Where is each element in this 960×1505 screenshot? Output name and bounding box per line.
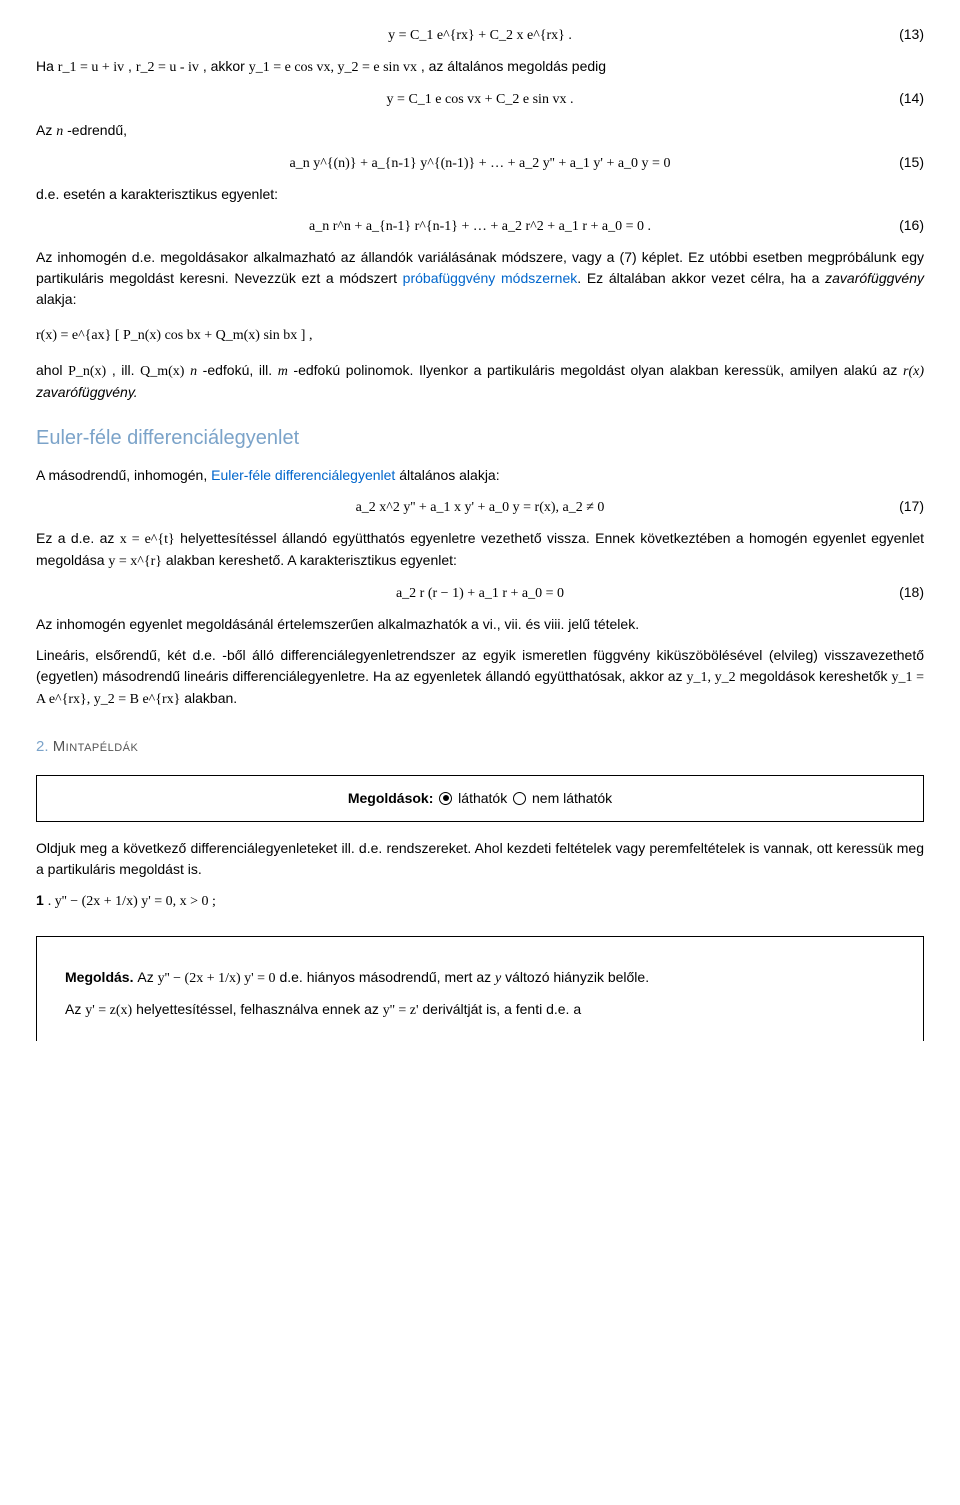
para-n: Az n -edrendű, — [36, 120, 924, 142]
para-inhomogen: Az inhomogén d.e. megoldásakor alkalmazh… — [36, 247, 924, 310]
para-ahol: ahol P_n(x) , ill. Q_m(x) n -edfokú, ill… — [36, 360, 924, 403]
math: r_2 = u - iv — [136, 60, 199, 75]
para-oldjuk: Oldjuk meg a következő differenciálegyen… — [36, 838, 924, 880]
text: ahol — [36, 362, 68, 378]
eq-18-number: (18) — [899, 582, 924, 603]
equation-rx: r(x) = e^{ax} [ P_n(x) cos bx + Q_m(x) s… — [36, 324, 924, 346]
radio-hidden-label: nem láthatók — [532, 790, 612, 806]
link-euler[interactable]: Euler-féle differenciálegyenlet — [211, 467, 395, 483]
text: -edfokú, ill. — [203, 362, 278, 378]
exercise-number: 1 — [36, 892, 44, 908]
equation-15: a_n y^{(n)} + a_{n-1} y^{(n-1)} + … + a_… — [36, 152, 924, 174]
eq-14-number: (14) — [899, 88, 924, 109]
math: P_n(x) — [68, 364, 106, 379]
para-ha: Ha r_1 = u + iv , r_2 = u - iv , akkor y… — [36, 56, 924, 78]
text: alakja: — [36, 291, 76, 307]
section-title: Mintapéldák — [53, 738, 139, 755]
equation-18: a_2 r (r − 1) + a_1 r + a_0 = 0 (18) — [36, 582, 924, 604]
text: megoldások kereshetők — [740, 668, 892, 684]
math: y_1, y_2 — [687, 670, 736, 685]
text: alakban kereshető. A karakterisztikus eg… — [166, 552, 457, 568]
text: d.e. esetén a karakterisztikus egyenlet: — [36, 186, 278, 202]
equation-16: a_n r^n + a_{n-1} r^{n-1} + … + a_2 r^2 … — [36, 215, 924, 237]
eq-14-formula: y = C_1 e cos vx + C_2 e sin vx . — [387, 92, 574, 107]
eq-15-formula: a_n y^{(n)} + a_{n-1} y^{(n-1)} + … + a_… — [290, 156, 671, 171]
eq-13-formula: y = C_1 e^{rx} + C_2 x e^{rx} . — [388, 28, 572, 43]
equation-14: y = C_1 e cos vx + C_2 e sin vx . (14) — [36, 88, 924, 110]
exercise-formula: . y'' − (2x + 1/x) y' = 0, x > 0 ; — [48, 894, 216, 909]
math: y' = z(x) — [85, 1003, 132, 1018]
exercise-1: 1 . y'' − (2x + 1/x) y' = 0, x > 0 ; — [36, 890, 924, 912]
eq-13-number: (13) — [899, 24, 924, 45]
math: y_1 = e cos vx, y_2 = e sin vx — [249, 60, 417, 75]
eq-17-formula: a_2 x^2 y'' + a_1 x y' + a_0 y = r(x), a… — [356, 500, 605, 515]
text: d.e. hiányos másodrendű, mert az — [279, 969, 495, 985]
em-zavaro-2: zavarófüggvény. — [36, 384, 138, 400]
text: A másodrendű, inhomogén, — [36, 467, 211, 483]
math: r(x) — [903, 364, 924, 379]
text: Ez a d.e. az — [36, 530, 120, 546]
eq-17-number: (17) — [899, 496, 924, 517]
text: -edfokú polinomok. Ilyenkor a partikulár… — [293, 362, 903, 378]
text: , ill. — [112, 362, 140, 378]
link-probafuggveny[interactable]: próbafüggvény módszernek — [403, 270, 578, 286]
solution-line-2: Az y' = z(x) helyettesítéssel, felhaszná… — [65, 999, 895, 1021]
solutions-visibility-box: Megoldások: láthatók nem láthatók — [36, 775, 924, 822]
text: Ha — [36, 58, 58, 74]
text: Az — [65, 1001, 85, 1017]
radio-visible-icon[interactable] — [439, 792, 452, 805]
para-ez-a-de: Ez a d.e. az x = e^{t} helyettesítéssel … — [36, 528, 924, 572]
math: m — [278, 364, 288, 379]
text: , az általános megoldás pedig — [421, 58, 606, 74]
para-last: Az inhomogén egyenlet megoldásánál értel… — [36, 614, 924, 635]
radio-hidden-icon[interactable] — [513, 792, 526, 805]
math: n — [190, 364, 197, 379]
solution-line-1: Megoldás. Az y'' − (2x + 1/x) y' = 0 d.e… — [65, 967, 895, 989]
text: Az — [137, 969, 157, 985]
para-linearis: Lineáris, elsőrendű, két d.e. -ből álló … — [36, 645, 924, 710]
section-heading-mintapeldak: 2. Mintapéldák — [36, 736, 924, 759]
eq-16-formula: a_n r^n + a_{n-1} r^{n-1} + … + a_2 r^2 … — [309, 219, 651, 234]
eq-18-formula: a_2 r (r − 1) + a_1 r + a_0 = 0 — [396, 586, 564, 601]
text: változó hiányzik belőle. — [505, 969, 649, 985]
text: deriváltját is, a fenti d.e. a — [422, 1001, 581, 1017]
equation-13: y = C_1 e^{rx} + C_2 x e^{rx} . (13) — [36, 24, 924, 46]
para-de: d.e. esetén a karakterisztikus egyenlet: — [36, 184, 924, 205]
math: Q_m(x) — [140, 364, 184, 379]
math: r_1 = u + iv — [58, 60, 124, 75]
heading-euler: Euler-féle differenciálegyenlet — [36, 423, 924, 453]
text: , — [128, 58, 136, 74]
eq-16-number: (16) — [899, 215, 924, 236]
em-zavaro: zavarófüggvény — [825, 270, 924, 286]
math: x = e^{t} — [120, 532, 175, 547]
math: n — [56, 124, 63, 139]
text: alakban. — [184, 690, 237, 706]
solution-box: Megoldás. Az y'' − (2x + 1/x) y' = 0 d.e… — [36, 936, 924, 1041]
section-number: 2. — [36, 738, 53, 755]
text: általános alakja: — [395, 467, 499, 483]
math: y'' − (2x + 1/x) y' = 0 — [158, 971, 276, 986]
eq-15-number: (15) — [899, 152, 924, 173]
eq-rx-formula: r(x) = e^{ax} [ P_n(x) cos bx + Q_m(x) s… — [36, 328, 312, 343]
para-euler-intro: A másodrendű, inhomogén, Euler-féle diff… — [36, 465, 924, 486]
text: helyettesítéssel, felhasználva ennek az — [136, 1001, 383, 1017]
solution-lead: Megoldás. — [65, 969, 137, 985]
text: , akkor — [203, 58, 249, 74]
math: y = x^{r} — [108, 554, 162, 569]
text: Az — [36, 122, 56, 138]
text: -edrendű, — [67, 122, 127, 138]
equation-17: a_2 x^2 y'' + a_1 x y' + a_0 y = r(x), a… — [36, 496, 924, 518]
radio-visible-label: láthatók — [458, 790, 511, 806]
box-lead: Megoldások: — [348, 790, 437, 806]
math: y — [495, 971, 501, 986]
math: y'' = z' — [383, 1003, 419, 1018]
text: . Ez általában akkor vezet célra, ha a — [577, 270, 825, 286]
